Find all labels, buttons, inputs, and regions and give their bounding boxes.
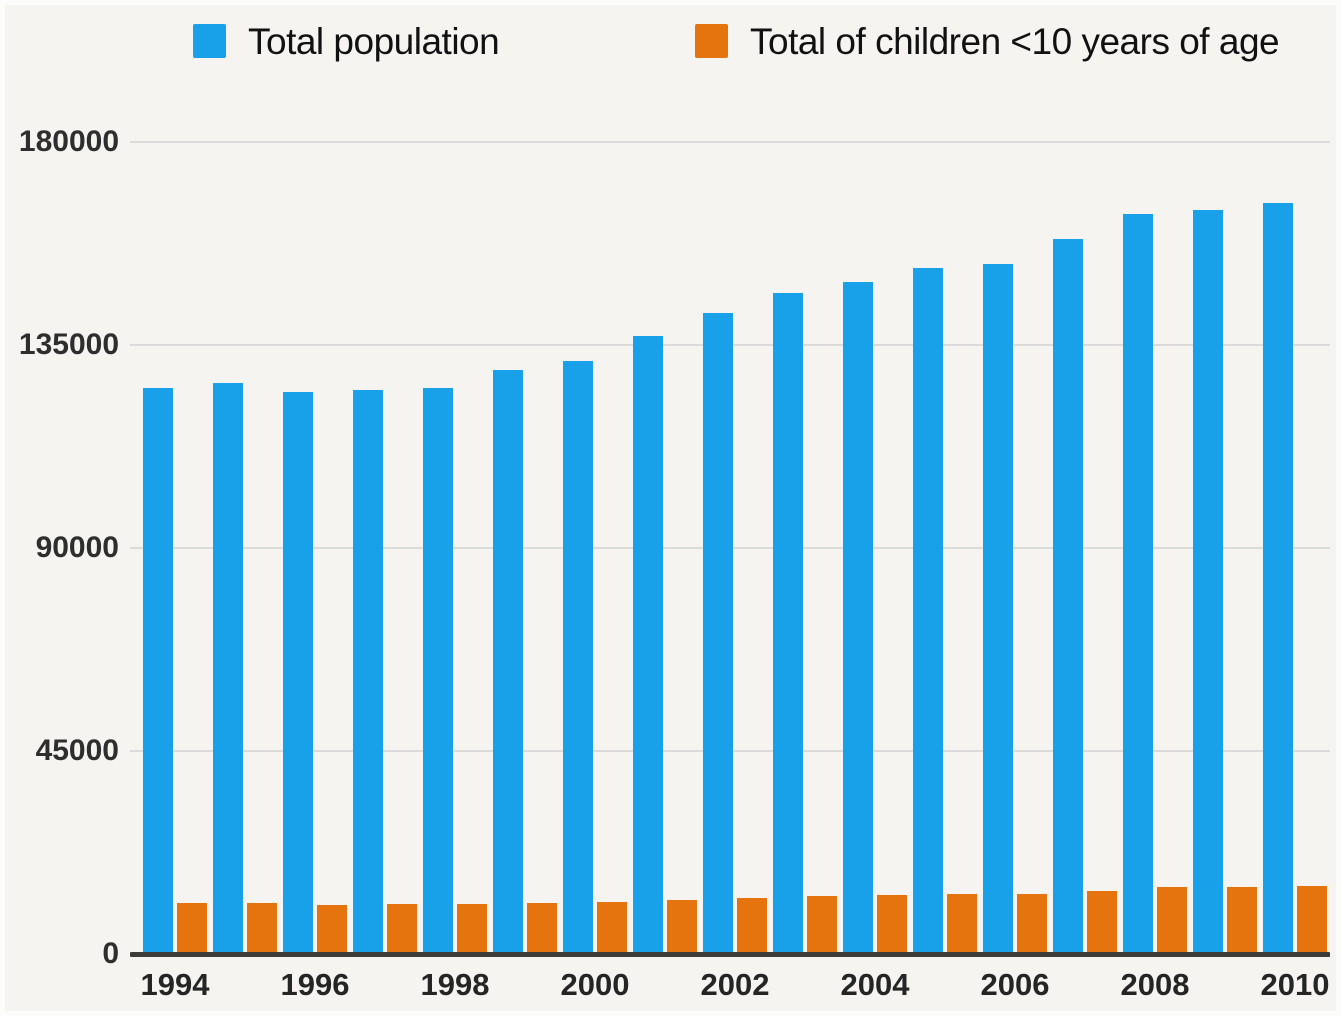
- children-bar-2008: [1157, 887, 1187, 954]
- x-axis-tick-label-2010: 2010: [1260, 967, 1330, 1002]
- gridline-180000: [130, 141, 1330, 143]
- total-population-bar-1996: [283, 392, 313, 954]
- y-axis-tick-label-135000: 135000: [18, 328, 119, 361]
- children-bar-2010: [1297, 886, 1327, 954]
- total-population-bar-1995: [213, 383, 243, 954]
- children-bar-2005: [947, 893, 977, 954]
- total-population-bar-1999: [493, 369, 523, 954]
- x-axis-tick-label-1996: 1996: [280, 967, 350, 1002]
- children-bar-1994: [177, 903, 207, 954]
- x-axis-tick-label-2000: 2000: [560, 967, 630, 1002]
- x-axis-tick-label-2006: 2006: [980, 967, 1050, 1002]
- x-axis-tick-label-2008: 2008: [1120, 967, 1190, 1002]
- legend-swatch-orange-icon: [695, 24, 728, 58]
- children-bar-2009: [1227, 887, 1257, 954]
- x-axis-tick-label-2002: 2002: [700, 967, 770, 1002]
- y-axis-tick-label-45000: 45000: [35, 734, 119, 767]
- legend-label-children: Total of children <10 years of age: [750, 21, 1280, 62]
- total-population-bar-2008: [1123, 214, 1153, 954]
- legend-swatch-blue-icon: [193, 24, 226, 58]
- total-population-bar-2000: [563, 360, 593, 954]
- total-population-bar-2001: [633, 335, 663, 954]
- children-bar-2004: [877, 895, 907, 954]
- total-population-bar-2007: [1053, 238, 1083, 954]
- total-population-bar-2010: [1263, 202, 1293, 954]
- x-axis-tick-label-2004: 2004: [840, 967, 910, 1002]
- total-population-bar-2009: [1193, 209, 1223, 954]
- children-bar-1996: [317, 905, 347, 954]
- y-axis-tick-label-90000: 90000: [35, 531, 119, 564]
- children-bar-2002: [737, 897, 767, 954]
- total-population-bar-2004: [843, 281, 873, 954]
- total-population-bar-1998: [423, 387, 453, 954]
- children-bar-2007: [1087, 890, 1117, 954]
- total-population-bar-2006: [983, 263, 1013, 954]
- children-bar-1997: [387, 904, 417, 954]
- plot-area: 0 45000 90000 135000 180000 1994 1996 1998 2000 2…: [5, 5, 1336, 1011]
- children-bar-2000: [597, 902, 627, 954]
- x-axis-line: [130, 952, 1330, 957]
- children-bar-2006: [1017, 893, 1047, 954]
- total-population-bar-1997: [353, 390, 383, 954]
- y-axis-tick-label-180000: 180000: [18, 125, 119, 158]
- total-population-bar-2003: [773, 293, 803, 954]
- total-population-bar-1994: [143, 387, 173, 954]
- legend-label-total-population: Total population: [248, 21, 500, 62]
- children-bar-2003: [807, 895, 837, 954]
- children-bar-1995: [247, 903, 277, 954]
- children-bar-1998: [457, 904, 487, 954]
- children-bar-2001: [667, 899, 697, 954]
- children-bar-1999: [527, 903, 557, 954]
- total-population-bar-2005: [913, 268, 943, 954]
- total-population-bar-2002: [703, 313, 733, 954]
- y-axis-tick-label-0: 0: [102, 937, 119, 970]
- x-axis-tick-label-1998: 1998: [420, 967, 490, 1002]
- x-axis-tick-label-1994: 1994: [140, 967, 210, 1002]
